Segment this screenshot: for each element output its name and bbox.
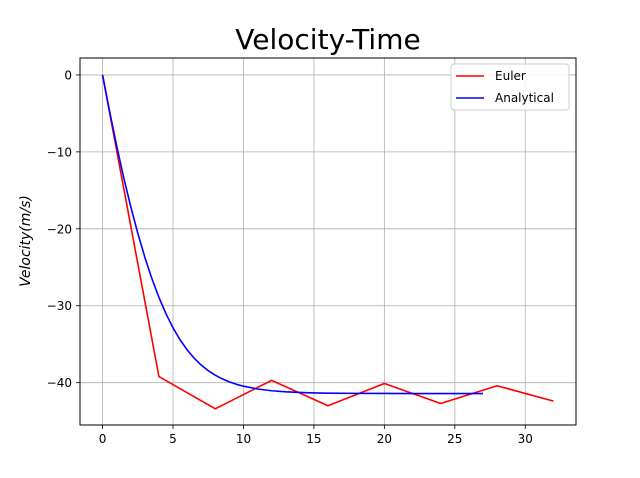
- plot-frame: [79, 57, 577, 426]
- x-tick-label: 10: [236, 432, 251, 446]
- x-tick-label: 30: [518, 432, 533, 446]
- y-tick-label: −20: [47, 222, 72, 236]
- x-tick-label: 5: [169, 432, 177, 446]
- y-tick-label: −40: [47, 376, 72, 390]
- grid: [80, 58, 576, 425]
- series-layer: [101, 74, 554, 410]
- legend-label-euler: Euler: [495, 69, 526, 83]
- chart-title: Velocity-Time: [235, 23, 420, 56]
- y-axis-label: Velocity(m/s): [18, 195, 34, 287]
- ticks: 0 5 10 15 20 25 30 0 −10 −20 −30 −40: [47, 68, 533, 446]
- legend: Euler Analytical: [450, 63, 570, 111]
- series-line-euler: [101, 74, 554, 410]
- x-tick-label: 0: [99, 432, 107, 446]
- y-tick-label: −30: [47, 299, 72, 313]
- series-line-analytical: [101, 74, 483, 395]
- y-tick-label: 0: [64, 68, 72, 82]
- x-tick-label: 25: [447, 432, 462, 446]
- y-tick-label: −10: [47, 145, 72, 159]
- x-tick-label: 20: [377, 432, 392, 446]
- x-tick-label: 15: [306, 432, 321, 446]
- legend-label-analytical: Analytical: [495, 91, 554, 105]
